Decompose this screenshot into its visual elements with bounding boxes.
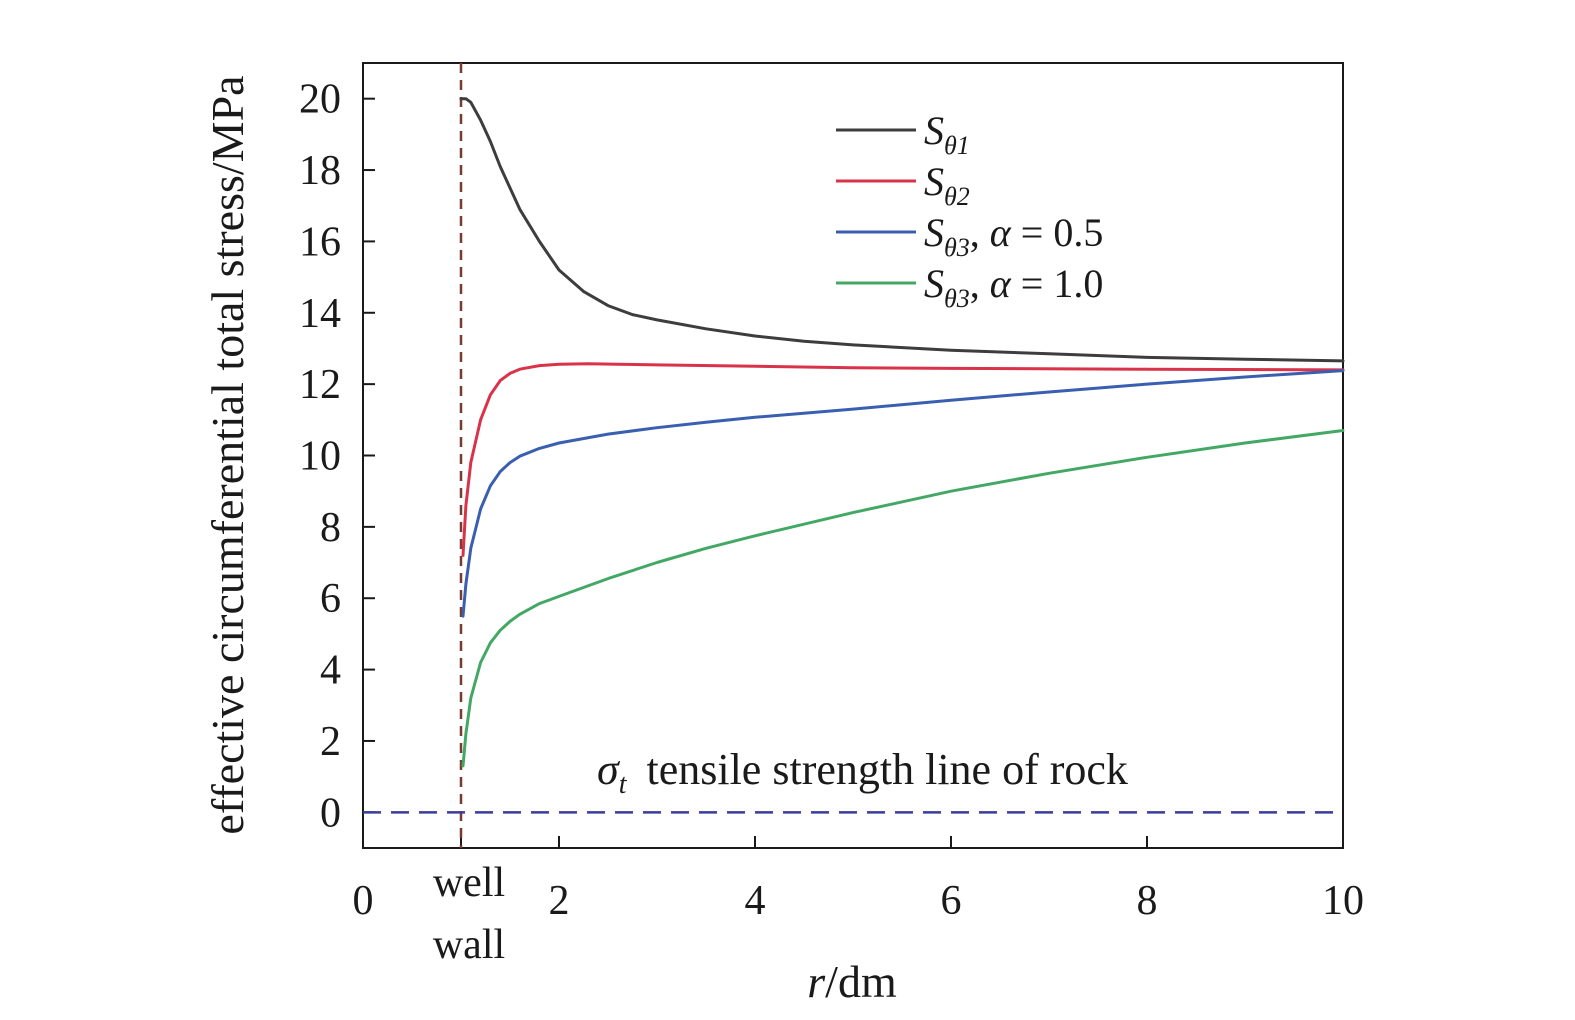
legend-label-1: Sθ1 <box>924 108 970 160</box>
tensile-label: tensile strength line of rock <box>646 745 1127 794</box>
sigma-subscript: t <box>619 769 628 800</box>
x-tick-label-10: 10 <box>1322 878 1364 924</box>
x-axis-ticks: 0 2 4 6 8 10 <box>353 836 1364 924</box>
series-line-3 <box>461 369 1345 618</box>
y-tick-label-10: 10 <box>299 434 341 480</box>
x-tick-label-2: 2 <box>549 878 570 924</box>
series-line-1 <box>459 97 1345 363</box>
y-tick-label-14: 14 <box>299 291 341 337</box>
x-tick-label-4: 4 <box>745 878 766 924</box>
x-axis-title-var: r <box>807 956 826 1007</box>
y-tick-label-20: 20 <box>299 77 341 123</box>
x-tick-label-0: 0 <box>353 878 374 924</box>
y-tick-label-0: 0 <box>320 790 341 836</box>
x-axis-title: r/dm <box>807 956 897 1007</box>
y-tick-label-16: 16 <box>299 219 341 265</box>
y-tick-label-6: 6 <box>320 576 341 622</box>
sigma-symbol: σ <box>597 745 621 794</box>
x-tick-label-6: 6 <box>941 878 962 924</box>
legend-label-3: Sθ3, α = 0.5 <box>924 210 1103 262</box>
y-axis-title: effective circumferential total stress/M… <box>202 75 253 834</box>
y-tick-label-2: 2 <box>320 719 341 765</box>
legend-label-4: Sθ3, α = 1.0 <box>924 261 1103 313</box>
tensile-annotation: σt tensile strength line of rock <box>597 745 1128 800</box>
y-tick-label-8: 8 <box>320 505 341 551</box>
y-tick-label-4: 4 <box>320 648 341 694</box>
well-wall-label-line2: wall <box>433 922 505 968</box>
y-axis-ticks: 0 2 4 6 8 10 12 14 16 18 20 <box>299 77 375 836</box>
well-wall-label-line1: well <box>433 860 505 906</box>
legend-label-2: Sθ2 <box>924 159 970 211</box>
series-line-2 <box>461 362 1345 557</box>
series-group <box>459 97 1345 768</box>
y-tick-label-18: 18 <box>299 148 341 194</box>
series-line-4 <box>461 429 1345 768</box>
x-axis-title-unit: /dm <box>825 956 897 1007</box>
x-tick-label-8: 8 <box>1137 878 1158 924</box>
y-tick-label-12: 12 <box>299 362 341 408</box>
